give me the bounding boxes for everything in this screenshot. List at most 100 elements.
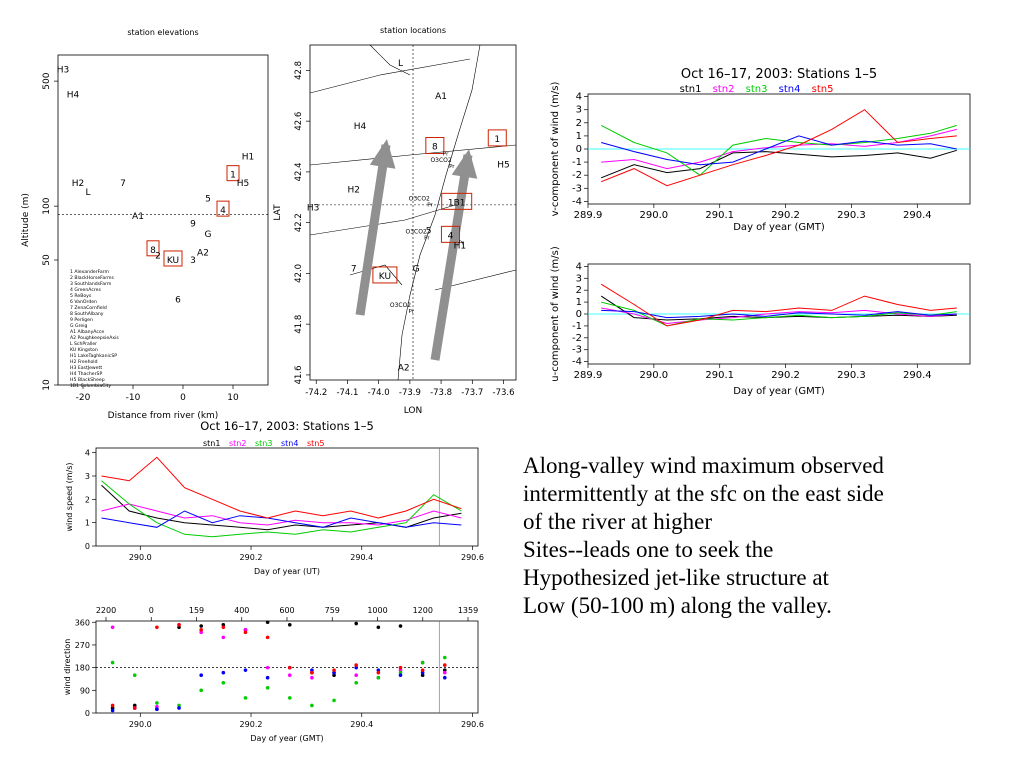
series-line-stn5 — [101, 456, 462, 519]
station-label: H5 — [237, 179, 250, 189]
x-tick-label: 290.3 — [837, 210, 866, 221]
data-point-stn3 — [155, 701, 159, 705]
legend-entry: H5 BlackSheep — [70, 377, 105, 383]
y-tick-label: -3 — [572, 345, 582, 356]
plot-frame — [95, 447, 479, 547]
legend-entry: stn4 — [779, 84, 801, 95]
data-point-stn1 — [221, 622, 226, 627]
station-label: 8 — [150, 246, 156, 256]
y-tick-label: 42.2 — [294, 213, 304, 232]
x-tick-label: 290.6 — [461, 720, 484, 729]
station-label: H1 — [454, 241, 467, 251]
station-label: O3CO2 — [405, 228, 426, 235]
top-tick-label: 1359 — [458, 606, 478, 615]
locations-map: station locations -74.2 -74.1 -74.0 -73.9 -73… — [273, 26, 517, 416]
y-tick-label: 100 — [42, 197, 52, 214]
station-label: 4 — [448, 231, 454, 241]
data-point-stn2 — [243, 628, 248, 632]
data-point-stn5 — [376, 670, 381, 675]
x-axis-label: Day of year (UT) — [254, 567, 320, 576]
legend-entry: H4 ThacherSP — [70, 371, 102, 377]
legend-entry: 8 SouthAlbany — [70, 311, 104, 317]
series-line-stn4 — [601, 309, 957, 319]
y-tick-label: 42.4 — [294, 162, 304, 181]
data-point-stn5 — [265, 635, 270, 640]
y-tick-label: 4 — [576, 92, 582, 103]
data-point-stn5 — [132, 706, 137, 710]
x-tick-label: 290.2 — [771, 370, 800, 381]
legend-entry: A2 PoughkeepsieAxis — [70, 335, 119, 341]
x-tick-label: -73.8 — [430, 388, 452, 398]
data-point-stn4 — [420, 670, 425, 675]
station-label: H3 — [57, 66, 70, 76]
station-label: 5 — [205, 195, 211, 205]
station-label: H3 — [307, 203, 320, 213]
y-tick-label: 41.6 — [294, 365, 304, 384]
x-tick-label: 290.2 — [240, 553, 263, 562]
x-tick-label: -74.0 — [368, 388, 390, 398]
ucomp-chart: 289.9 290.0 290.1 290.2 290.3 290.4 -4-3-2-101… — [550, 246, 971, 397]
legend-entry: 5 ReBoys — [70, 293, 92, 299]
data-point-stn5 — [310, 670, 314, 675]
data-point-stn4 — [110, 708, 115, 713]
data-point-stn3 — [221, 680, 226, 685]
legend-entry: H1 LakeTaghkanicSP — [70, 353, 117, 359]
x-tick-label: 290.3 — [837, 370, 866, 381]
legend-entry: H2 Freehold — [70, 359, 98, 365]
plot-frame — [57, 54, 269, 386]
data-point-stn2 — [310, 675, 314, 680]
caption-line-5: Hypothesized jet-like structure at — [523, 565, 829, 590]
series-line-stn5 — [601, 109, 957, 187]
arrow-right-shaft — [430, 154, 473, 361]
data-point-stn5 — [177, 622, 181, 627]
y-tick-label: 42.6 — [294, 112, 304, 131]
data-point-stn4 — [310, 668, 314, 672]
legend-entry: 6 VanOrden — [70, 299, 97, 305]
ucomp-panel: 289.9 290.0 290.1 290.2 290.3 290.4 -4 -3 -2 -1 0 1… — [540, 246, 980, 405]
y-tick-label: 41.8 — [294, 315, 304, 334]
y-tick-label: 3 — [576, 273, 582, 284]
y-tick-label: 360 — [75, 618, 90, 627]
data-point-stn4 — [442, 675, 447, 680]
legend-entry: L SchPraller — [70, 341, 97, 347]
legend-entry: stn1 — [680, 84, 702, 95]
station-label: 7 — [120, 179, 126, 189]
legend-entry: 4 GreenAcres — [70, 287, 101, 293]
series-line-stn4 — [601, 135, 957, 166]
chart-title: station elevations — [127, 28, 198, 37]
legend-entry: G Greig — [70, 323, 87, 329]
x-axis-label: Distance from river (km) — [108, 411, 219, 421]
station-box — [372, 266, 398, 284]
x-tick-label: 290.4 — [350, 720, 373, 729]
station-label: 1 — [230, 171, 236, 181]
legend-entry: A1 AlbanyAcce — [70, 329, 104, 335]
y-tick-label: -2 — [572, 170, 582, 181]
y-tick-label: 1 — [576, 297, 582, 308]
data-point-stn3 — [310, 703, 314, 708]
station-box — [216, 200, 230, 217]
station-label: KU — [167, 256, 179, 266]
data-point-stn5 — [332, 668, 336, 672]
caption: Along-valley wind maximum observed inter… — [523, 452, 993, 620]
x-tick-label: 290.2 — [240, 720, 263, 729]
station-sublabel: Pr — [458, 240, 464, 246]
y-tick-label: -4 — [572, 196, 582, 207]
y-tick-label: 42.0 — [294, 264, 304, 283]
arrow-left-shaft — [355, 144, 391, 316]
x-tick-label: -10 — [126, 393, 141, 403]
series-line-stn3 — [601, 301, 957, 327]
x-tick-label: -73.6 — [493, 388, 515, 398]
chart-title: Oct 16–17, 2003: Stations 1–5 — [681, 67, 877, 82]
caption-line-6: Low (50-100 m) along the valley. — [523, 593, 832, 618]
y-axis-label: LAT — [273, 204, 283, 221]
top-tick-label: 159 — [189, 606, 204, 615]
data-point-stn3 — [332, 698, 336, 703]
data-point-stn4 — [221, 670, 226, 675]
y-tick-label: 90 — [80, 686, 90, 695]
caption-line-3: of the river at higher — [523, 509, 713, 534]
legend-entry: 1 AlexanderFarm — [70, 269, 109, 275]
station-label: A1 — [132, 212, 144, 222]
data-point-stn3 — [287, 696, 292, 700]
x-tick-label: 290.1 — [705, 210, 734, 221]
series-line-stn3 — [101, 480, 462, 538]
